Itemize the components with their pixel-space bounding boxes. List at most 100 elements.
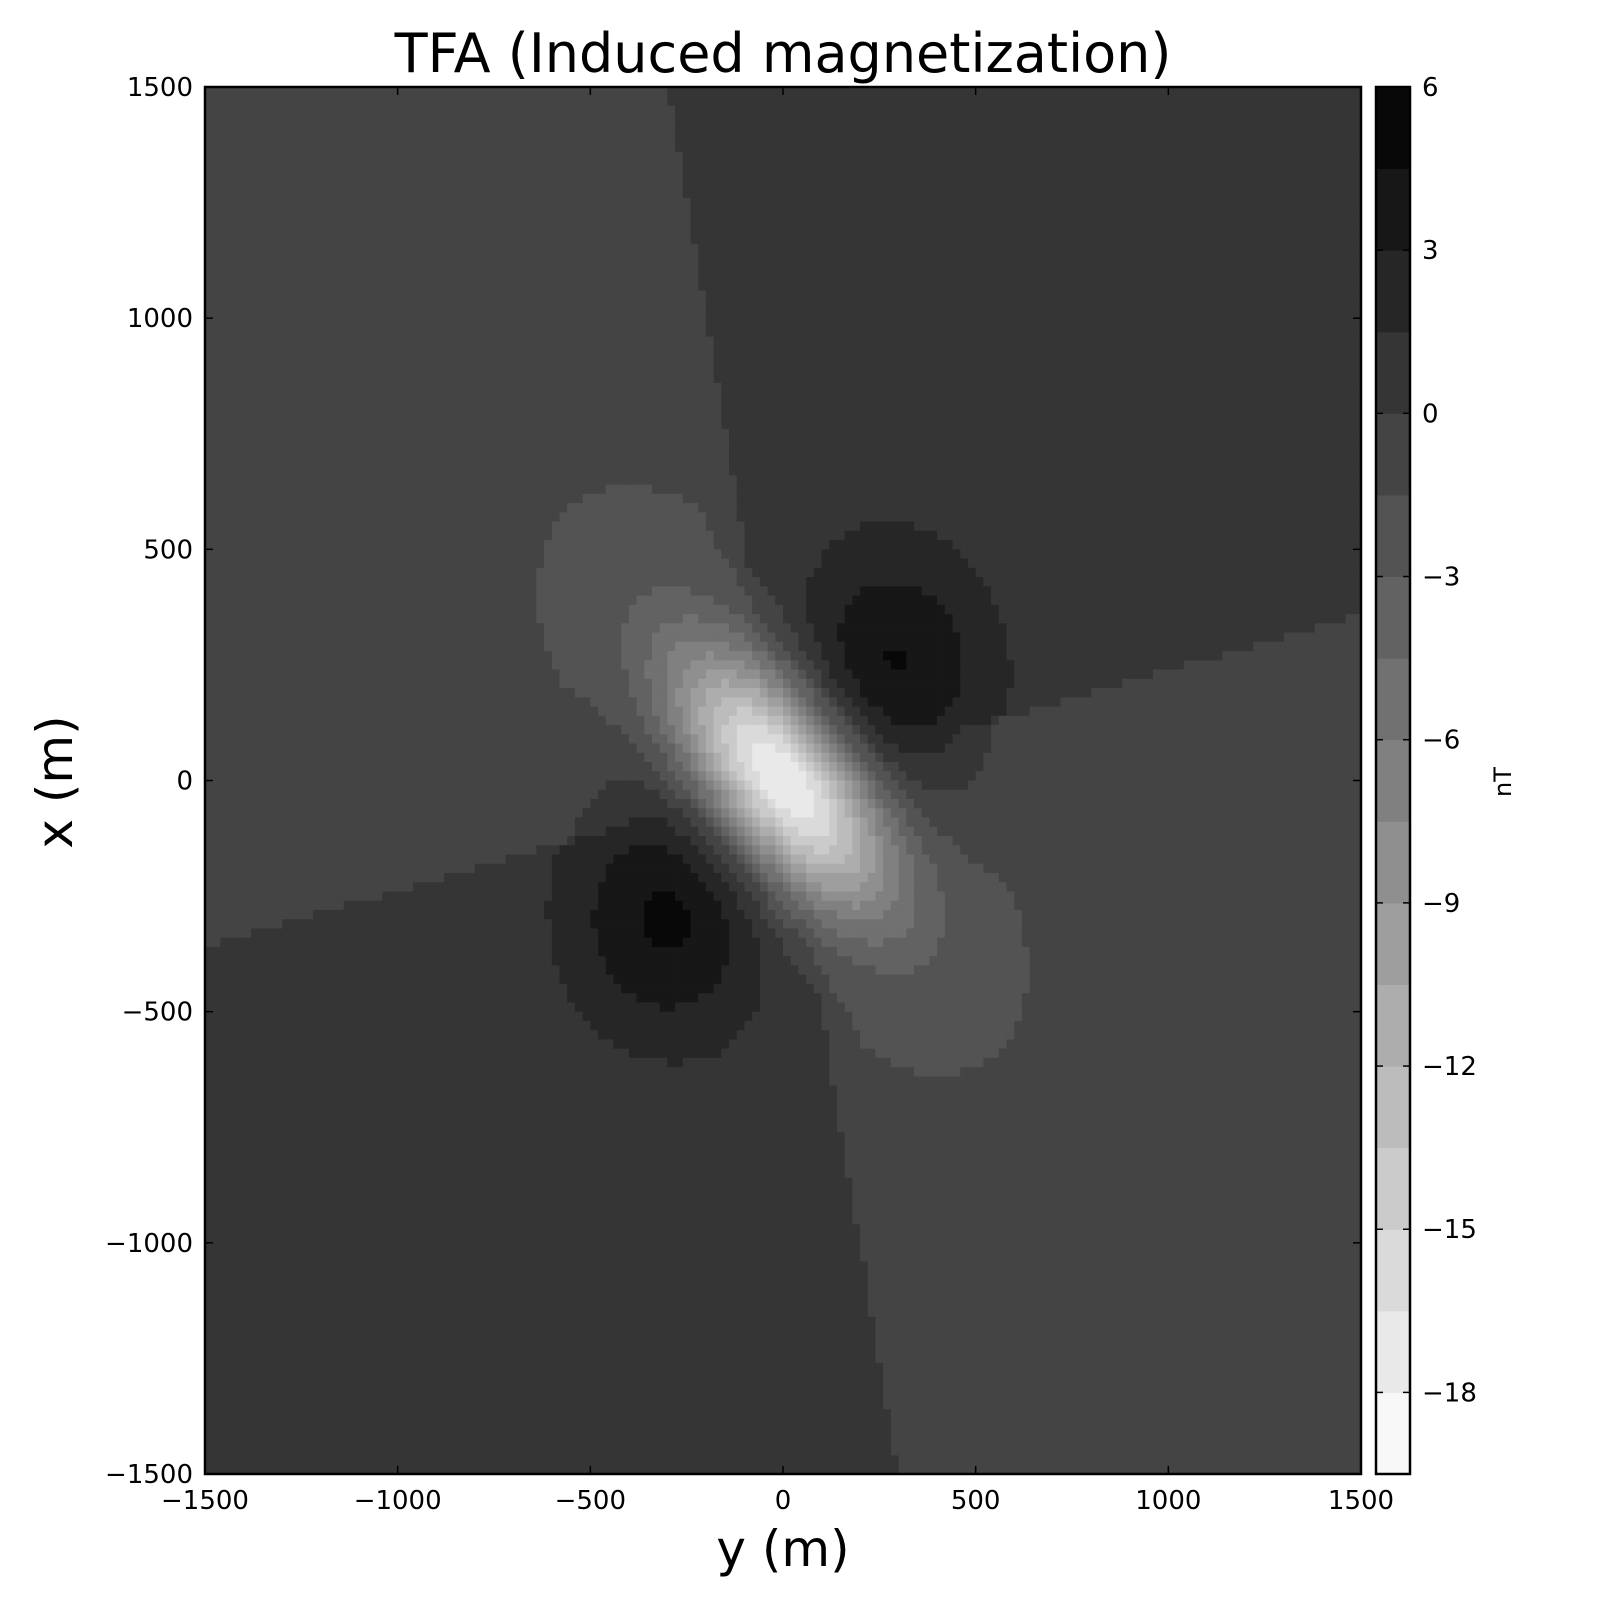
- heatmap-cell: [444, 1178, 452, 1188]
- heatmap-cell: [413, 771, 421, 781]
- heatmap-cell: [336, 1067, 344, 1077]
- heatmap-cell: [282, 1178, 290, 1188]
- heatmap-cell: [459, 355, 467, 365]
- heatmap-cell: [213, 1076, 221, 1086]
- heatmap-cell: [244, 1234, 252, 1244]
- heatmap-cell: [259, 1234, 267, 1244]
- heatmap-cell: [452, 919, 460, 929]
- heatmap-cell: [213, 364, 221, 374]
- heatmap-cell: [351, 392, 359, 402]
- heatmap-cell: [398, 1271, 406, 1281]
- heatmap-cell: [297, 817, 305, 827]
- heatmap-cell: [390, 1446, 398, 1456]
- heatmap-cell: [297, 420, 305, 430]
- heatmap-cell: [390, 642, 398, 652]
- heatmap-cell: [398, 1076, 406, 1086]
- heatmap-cell: [367, 1086, 375, 1096]
- heatmap-cell: [328, 1409, 336, 1419]
- heatmap-cell: [398, 1132, 406, 1142]
- heatmap-cell: [367, 984, 375, 994]
- heatmap-cell: [382, 836, 390, 846]
- heatmap-cell: [305, 817, 313, 827]
- heatmap-cell: [297, 891, 305, 901]
- heatmap-cell: [290, 1049, 298, 1059]
- heatmap-cell: [290, 494, 298, 504]
- heatmap-cell: [382, 1419, 390, 1429]
- heatmap-cell: [251, 1243, 259, 1253]
- heatmap-cell: [244, 1446, 252, 1456]
- heatmap-cell: [244, 614, 252, 624]
- heatmap-cell: [405, 1261, 413, 1271]
- heatmap-cell: [344, 309, 352, 319]
- heatmap-cell: [436, 1178, 444, 1188]
- heatmap-cell: [321, 549, 329, 559]
- heatmap-cell: [413, 864, 421, 874]
- heatmap-cell: [267, 466, 275, 476]
- heatmap-cell: [297, 568, 305, 578]
- heatmap-cell: [390, 272, 398, 282]
- heatmap-cell: [244, 309, 252, 319]
- heatmap-cell: [351, 281, 359, 291]
- heatmap-cell: [413, 272, 421, 282]
- heatmap-cell: [413, 1372, 421, 1382]
- heatmap-cell: [405, 568, 413, 578]
- heatmap-cell: [405, 1076, 413, 1086]
- heatmap-cell: [321, 1002, 329, 1012]
- heatmap-cell: [313, 226, 321, 236]
- heatmap-cell: [282, 956, 290, 966]
- heatmap-cell: [351, 753, 359, 763]
- heatmap-cell: [421, 1058, 429, 1068]
- heatmap-cell: [398, 716, 406, 726]
- heatmap-cell: [367, 928, 375, 938]
- heatmap-cell: [228, 1382, 236, 1392]
- heatmap-cell: [413, 1141, 421, 1151]
- heatmap-cell: [375, 1345, 383, 1355]
- heatmap-cell: [382, 864, 390, 874]
- heatmap-cell: [236, 244, 244, 254]
- heatmap-cell: [236, 697, 244, 707]
- heatmap-cell: [259, 244, 267, 254]
- heatmap-cell: [213, 873, 221, 883]
- heatmap-cell: [290, 753, 298, 763]
- heatmap-cell: [413, 1021, 421, 1031]
- heatmap-cell: [259, 753, 267, 763]
- heatmap-cell: [282, 253, 290, 263]
- heatmap-cell: [267, 919, 275, 929]
- heatmap-cell: [313, 124, 321, 134]
- heatmap-cell: [359, 1372, 367, 1382]
- heatmap-cell: [251, 975, 259, 985]
- heatmap-cell: [267, 1308, 275, 1318]
- heatmap-cell: [351, 1261, 359, 1271]
- heatmap-cell: [336, 679, 344, 689]
- heatmap-cell: [398, 1280, 406, 1290]
- heatmap-cell: [336, 226, 344, 236]
- heatmap-cell: [405, 827, 413, 837]
- heatmap-cell: [351, 253, 359, 263]
- heatmap-cell: [367, 1197, 375, 1207]
- heatmap-cell: [213, 790, 221, 800]
- heatmap-cell: [313, 383, 321, 393]
- heatmap-cell: [313, 105, 321, 115]
- heatmap-cell: [267, 1382, 275, 1392]
- heatmap-cell: [321, 1317, 329, 1327]
- heatmap-cell: [344, 817, 352, 827]
- heatmap-cell: [359, 993, 367, 1003]
- heatmap-cell: [282, 670, 290, 680]
- heatmap-cell: [421, 1113, 429, 1123]
- heatmap-cell: [213, 716, 221, 726]
- heatmap-cell: [344, 1456, 352, 1466]
- heatmap-cell: [282, 975, 290, 985]
- heatmap-cell: [220, 170, 228, 180]
- heatmap-cell: [313, 559, 321, 569]
- heatmap-cell: [398, 586, 406, 596]
- heatmap-cell: [251, 401, 259, 411]
- heatmap-cell: [382, 1030, 390, 1040]
- heatmap-cell: [321, 1428, 329, 1438]
- heatmap-cell: [413, 531, 421, 541]
- heatmap-cell: [375, 1012, 383, 1022]
- heatmap-cell: [244, 956, 252, 966]
- heatmap-cell: [436, 716, 444, 726]
- heatmap-cell: [428, 1187, 436, 1197]
- heatmap-cell: [259, 559, 267, 569]
- heatmap-cell: [213, 762, 221, 772]
